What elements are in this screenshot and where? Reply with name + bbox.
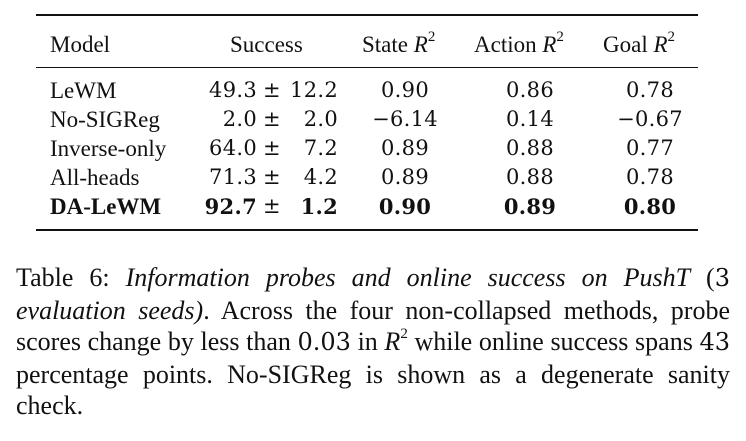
header-success: Success: [230, 32, 303, 57]
row-model-name: DA-LeWM: [50, 194, 162, 219]
row-success-mean: 92.7: [204, 194, 257, 219]
row-success-mean: 49.3: [209, 78, 257, 102]
row-action-r2: 0.88: [506, 165, 554, 189]
table-bottom-rule: [36, 229, 698, 231]
header-state-r: R: [413, 32, 428, 57]
row-success-mean: 71.3: [209, 165, 257, 189]
caption-seeds-text: evaluation seeds): [16, 295, 204, 325]
caption-delta: 0.03: [297, 328, 351, 356]
row-state-r2: 0.89: [381, 136, 429, 160]
caption-label: Table 6:: [16, 263, 110, 292]
row-state-r2: 0.90: [381, 78, 429, 102]
caption-text-b: in: [350, 327, 385, 356]
row-success-std: 1.2: [300, 194, 338, 219]
row-state-r2: 0.90: [378, 194, 432, 219]
row-model-name: LeWM: [50, 78, 117, 103]
header-goal-r: R: [653, 32, 668, 57]
caption-paren: (: [690, 263, 715, 292]
row-success-std: 7.2: [303, 136, 338, 160]
header-action-label: Action: [474, 32, 543, 57]
caption-text-a: . Across the four non-collapsed methods,…: [16, 295, 730, 357]
row-model-name: Inverse-only: [50, 136, 167, 161]
header-goal-exp: 2: [667, 29, 676, 46]
header-model: Model: [50, 32, 111, 57]
row-goal-r2: 0.78: [626, 165, 674, 189]
caption-r-symbol: R: [384, 327, 401, 356]
header-action-r: R: [542, 32, 557, 57]
row-state-r2: −6.14: [372, 107, 438, 131]
row-action-r2: 0.86: [506, 78, 554, 102]
row-goal-r2: 0.78: [626, 78, 674, 102]
row-success-std: 2.0: [303, 107, 338, 131]
caption-title: Information probes and online success on…: [125, 263, 691, 292]
header-action-exp: 2: [556, 29, 564, 46]
row-goal-r2: 0.77: [626, 136, 674, 160]
caption-r-exponent: 2: [400, 326, 408, 343]
row-success-std: 4.2: [303, 165, 338, 189]
row-plusminus: ±: [263, 107, 281, 131]
row-goal-r2: 0.80: [623, 194, 677, 219]
caption-spans-number: 43: [699, 328, 730, 356]
caption-text-c: while online success spans: [407, 327, 700, 356]
row-action-r2: 0.88: [506, 136, 554, 160]
caption-seeds-number: 3: [714, 264, 730, 292]
row-model-name: All-heads: [50, 165, 140, 190]
row-success-mean: 2.0: [222, 107, 257, 131]
caption-text-d: percentage points. No-SIGReg is shown as…: [16, 359, 730, 421]
row-plusminus: ±: [263, 136, 281, 160]
row-plusminus: ±: [263, 78, 281, 102]
row-plusminus: ±: [263, 165, 281, 189]
row-success-mean: 64.0: [209, 136, 257, 160]
header-goal-label: Goal: [603, 32, 654, 57]
header-state-exp: 2: [427, 29, 436, 46]
header-state-label: State: [362, 32, 414, 57]
table-caption: Table 6: Information probes and online s…: [16, 262, 730, 422]
header-goal-r2: Goal R2: [603, 30, 675, 59]
header-state-r2: State R2: [362, 30, 435, 59]
row-action-r2: 0.89: [503, 194, 557, 219]
row-plusminus: ±: [263, 194, 281, 218]
header-action-r2: Action R2: [474, 30, 564, 59]
row-model-name: No-SIGReg: [50, 107, 160, 132]
row-state-r2: 0.89: [381, 165, 429, 189]
row-success-std: 12.2: [290, 78, 338, 102]
table-top-rule: [36, 14, 698, 16]
row-goal-r2: −0.67: [617, 107, 683, 131]
table-mid-rule: [36, 67, 698, 68]
row-action-r2: 0.14: [506, 107, 554, 131]
